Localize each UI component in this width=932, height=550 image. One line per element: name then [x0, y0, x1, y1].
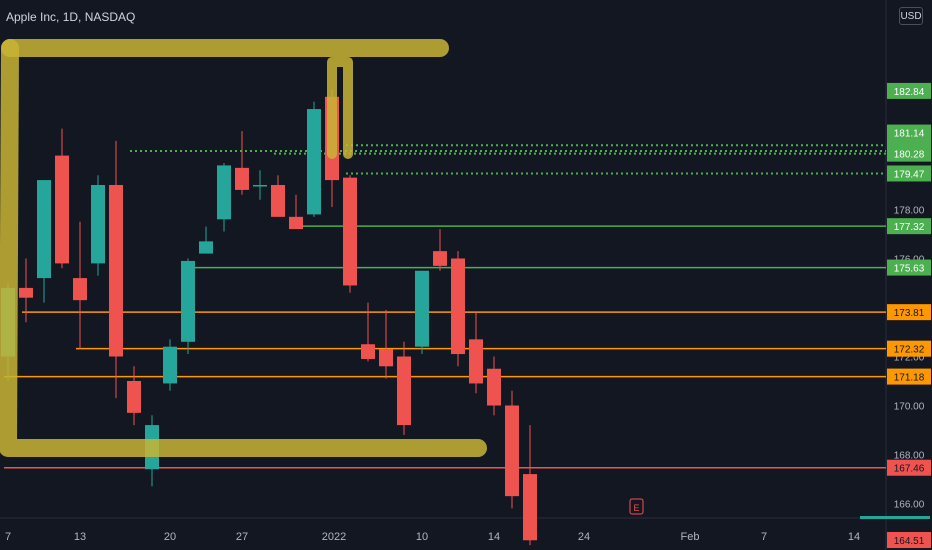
candle-body	[91, 185, 105, 264]
candle-body	[181, 260, 195, 342]
x-tick-label: 2022	[322, 531, 346, 543]
price-label-text: 182.84	[894, 87, 925, 98]
price-label-text: 173.81	[894, 308, 925, 319]
candle-body	[307, 109, 321, 215]
price-label-text: 175.63	[894, 264, 925, 275]
candle-body	[361, 344, 375, 359]
candle-body	[487, 368, 501, 406]
y-tick-label: 178.00	[894, 206, 925, 217]
candle-body	[253, 185, 267, 187]
candle-body	[523, 474, 537, 541]
currency-button[interactable]: USD	[899, 7, 923, 25]
x-tick-label: 10	[416, 531, 428, 543]
candle-body	[19, 287, 33, 298]
earnings-marker-box	[629, 498, 644, 515]
price-label-text: 172.32	[894, 345, 925, 356]
candle-body	[271, 185, 285, 217]
price-label-box	[887, 124, 931, 141]
highlight-stroke-peak	[327, 57, 353, 159]
x-tick-label: 14	[488, 531, 500, 543]
candle-body	[163, 346, 177, 384]
candle-body	[433, 251, 447, 266]
candle-body	[397, 356, 411, 426]
candle-body	[127, 381, 141, 413]
y-tick-label: 166.00	[894, 500, 925, 511]
candle-body	[73, 278, 87, 301]
price-label-box	[887, 340, 931, 357]
candle-body	[451, 258, 465, 355]
candle-body	[505, 405, 519, 497]
candle-body	[469, 339, 483, 384]
y-tick-label: 170.00	[894, 402, 925, 413]
candle-body	[343, 177, 357, 286]
earnings-marker-label: E	[633, 503, 639, 513]
candle-body	[199, 241, 213, 254]
price-label-text: 164.51	[894, 536, 925, 547]
price-label-box	[887, 459, 931, 476]
price-label-text: 180.28	[894, 150, 925, 161]
price-label-text: 177.32	[894, 222, 925, 233]
price-label-text: 167.46	[894, 464, 925, 475]
timescale-indicator	[860, 516, 930, 519]
chart-title: Apple Inc, 1D, NASDAQ	[6, 10, 136, 24]
x-tick-label: Feb	[681, 531, 700, 543]
highlight-stroke-bracket	[0, 39, 487, 457]
candle-body	[415, 270, 429, 347]
x-tick-label: 24	[578, 531, 590, 543]
price-label-box	[887, 145, 931, 162]
price-label-text: 171.18	[894, 373, 925, 384]
y-tick-label: 172.00	[894, 353, 925, 364]
y-tick-label: 168.00	[894, 451, 925, 462]
price-label-box	[887, 259, 931, 276]
x-tick-label: 20	[164, 531, 176, 543]
price-label-box	[887, 532, 931, 549]
candle-body	[55, 155, 69, 264]
x-tick-label: 7	[761, 531, 767, 543]
x-tick-label: 14	[848, 531, 860, 543]
x-tick-label: 13	[74, 531, 86, 543]
x-tick-label: 27	[236, 531, 248, 543]
price-label-box	[887, 82, 931, 99]
x-tick-label: 7	[5, 531, 11, 543]
candle-body	[217, 165, 231, 220]
price-label-text: 181.14	[894, 129, 925, 140]
price-label-box	[887, 368, 931, 385]
candle-body	[37, 180, 51, 279]
price-label-text: 179.47	[894, 169, 925, 180]
candle-body	[379, 349, 393, 367]
candle-body	[235, 167, 249, 190]
price-label-box	[887, 304, 931, 321]
price-label-box	[887, 165, 931, 182]
candle-body	[289, 216, 303, 230]
candle-body	[109, 185, 123, 357]
price-label-box	[887, 218, 931, 235]
